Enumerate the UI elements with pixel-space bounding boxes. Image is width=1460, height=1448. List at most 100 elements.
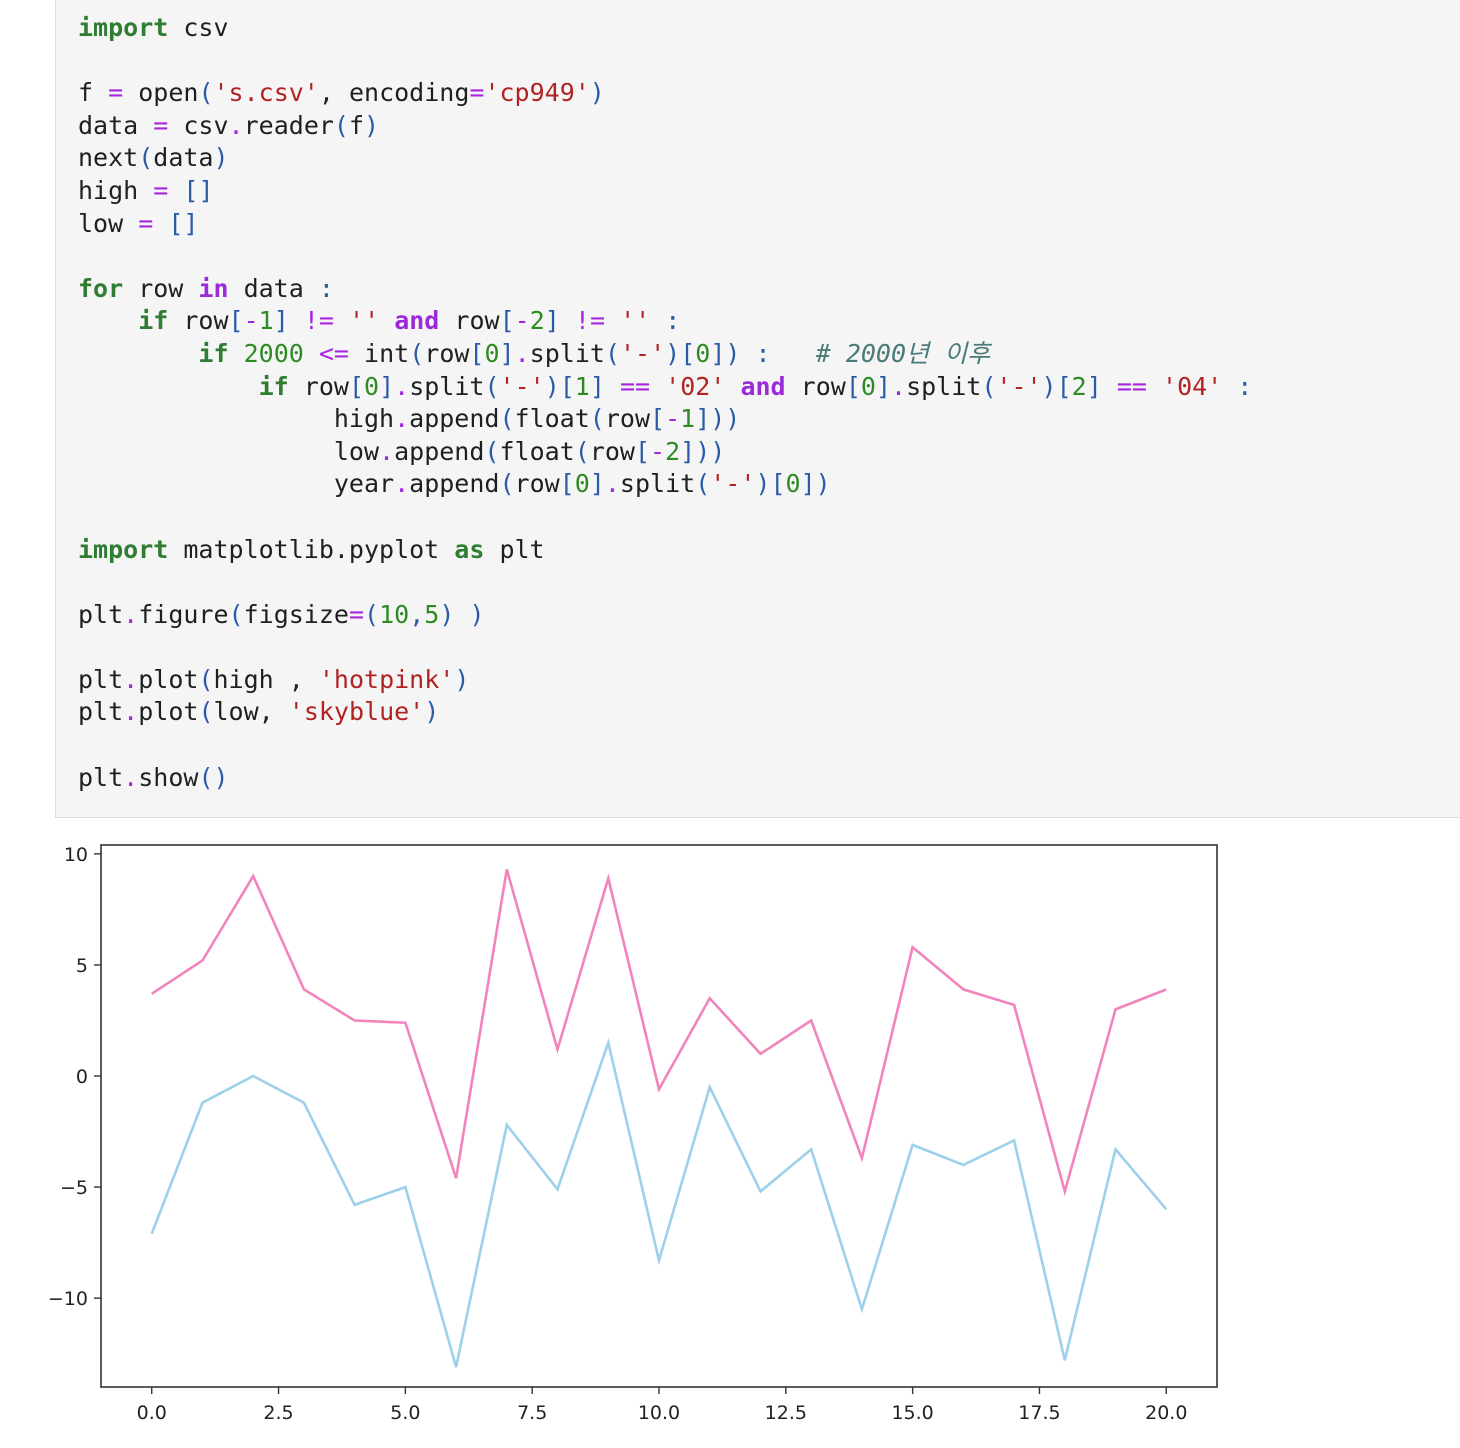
code-token: - xyxy=(514,306,530,336)
code-token xyxy=(379,306,394,335)
code-token: 0 xyxy=(695,338,711,368)
code-token: import xyxy=(78,534,169,564)
code-token: - xyxy=(650,436,666,466)
code-token: : xyxy=(1237,371,1253,401)
code-token: f xyxy=(348,110,365,140)
code-token: append xyxy=(394,436,485,466)
code-token: in xyxy=(198,273,229,303)
code-token: ]) xyxy=(800,469,831,499)
code-token xyxy=(1102,372,1117,401)
code-token: matplotlib.pyplot xyxy=(168,534,455,564)
code-token xyxy=(605,306,620,335)
code-token: low xyxy=(78,436,380,466)
code-token: 1 xyxy=(258,306,274,336)
code-token: ] xyxy=(589,371,605,401)
code-token: high xyxy=(78,404,395,434)
code-token: ( xyxy=(198,697,214,727)
code-token: year xyxy=(78,469,395,499)
code-token: 2 xyxy=(665,436,681,466)
code-token: row xyxy=(604,404,650,434)
code-token: ( xyxy=(981,371,997,401)
code-line: for row in data : xyxy=(78,274,334,303)
code-token: ) xyxy=(424,697,440,727)
code-token: ( xyxy=(484,436,500,466)
code-token xyxy=(1147,372,1162,401)
code-line: low.append(float(row[-2])) xyxy=(78,437,725,466)
code-token: [ xyxy=(348,371,365,401)
code-token: plot xyxy=(138,697,199,727)
x-tick-label: 10.0 xyxy=(638,1402,680,1424)
code-token: == xyxy=(619,371,651,401)
code-editor[interactable]: import csv f = open('s.csv', encoding='c… xyxy=(78,12,1252,794)
code-token: ) xyxy=(589,78,605,108)
series-line-0 xyxy=(150,869,1167,1197)
code-token: . xyxy=(123,599,139,629)
code-token: , xyxy=(409,599,425,629)
code-token: as xyxy=(454,534,485,564)
code-token: '' xyxy=(349,306,380,336)
code-token: split xyxy=(529,338,605,368)
code-token: float xyxy=(499,436,575,466)
code-token: . xyxy=(123,762,139,792)
code-token: = xyxy=(153,175,169,205)
series-line-1 xyxy=(150,1038,1168,1368)
code-line: plt.plot(high , 'hotpink') xyxy=(78,665,469,694)
code-token: for xyxy=(78,273,124,303)
code-token xyxy=(650,306,665,335)
x-tick-label: 15.0 xyxy=(891,1402,933,1424)
code-token: low xyxy=(78,208,139,238)
code-token: open xyxy=(123,78,199,108)
code-token xyxy=(650,372,665,401)
code-token: ) xyxy=(454,664,470,694)
code-token: ] xyxy=(379,371,395,401)
code-token xyxy=(605,372,620,401)
code-token: figure xyxy=(138,599,229,629)
code-token: low, xyxy=(213,697,289,727)
code-token: figsize xyxy=(243,599,349,629)
x-tick-label: 12.5 xyxy=(765,1402,807,1424)
code-token: # 2000년 이후 xyxy=(815,338,991,368)
code-token: [ xyxy=(634,436,651,466)
code-token: = xyxy=(469,78,485,108)
code-token: '04' xyxy=(1162,371,1223,401)
code-token: ( xyxy=(409,338,425,368)
code-token: 2000 xyxy=(243,338,304,368)
code-token: [ xyxy=(845,371,861,401)
code-token: 5 xyxy=(424,599,440,629)
y-tick-label: −10 xyxy=(48,1288,88,1310)
code-line: high.append(float(row[-1])) xyxy=(78,404,740,433)
code-line: next(data) xyxy=(78,143,229,172)
x-tick-label: 5.0 xyxy=(390,1402,420,1424)
code-token: = xyxy=(138,208,154,238)
code-token: != xyxy=(303,306,334,336)
code-token: split xyxy=(409,371,485,401)
code-token xyxy=(289,306,304,335)
code-token xyxy=(334,306,349,335)
code-token: : xyxy=(665,306,681,336)
code-token: '02' xyxy=(665,371,726,401)
code-token: [ xyxy=(499,306,515,336)
code-token: '' xyxy=(620,306,651,336)
code-token: != xyxy=(574,306,605,336)
code-token xyxy=(78,372,259,401)
code-token: ) xyxy=(439,599,455,629)
code-token: . xyxy=(514,338,530,368)
code-token: high , xyxy=(213,664,319,694)
x-tick-label: 17.5 xyxy=(1018,1402,1060,1424)
code-token: ) xyxy=(213,143,229,173)
code-token: ( xyxy=(589,404,605,434)
code-token: 0 xyxy=(785,469,801,499)
code-token: 0 xyxy=(484,338,500,368)
code-cell[interactable]: import csv f = open('s.csv', encoding='c… xyxy=(55,0,1460,818)
code-token xyxy=(304,339,319,368)
code-line: import matplotlib.pyplot as plt xyxy=(78,535,545,564)
code-token: 1 xyxy=(680,404,696,434)
code-token: . xyxy=(379,436,395,466)
code-token: ( xyxy=(198,78,214,108)
code-token: if xyxy=(258,371,289,401)
plot-frame xyxy=(100,844,1218,1388)
code-token: () xyxy=(198,762,229,792)
x-tick-label: 7.5 xyxy=(517,1402,547,1424)
code-token: . xyxy=(228,110,244,140)
code-token: row xyxy=(168,306,229,336)
